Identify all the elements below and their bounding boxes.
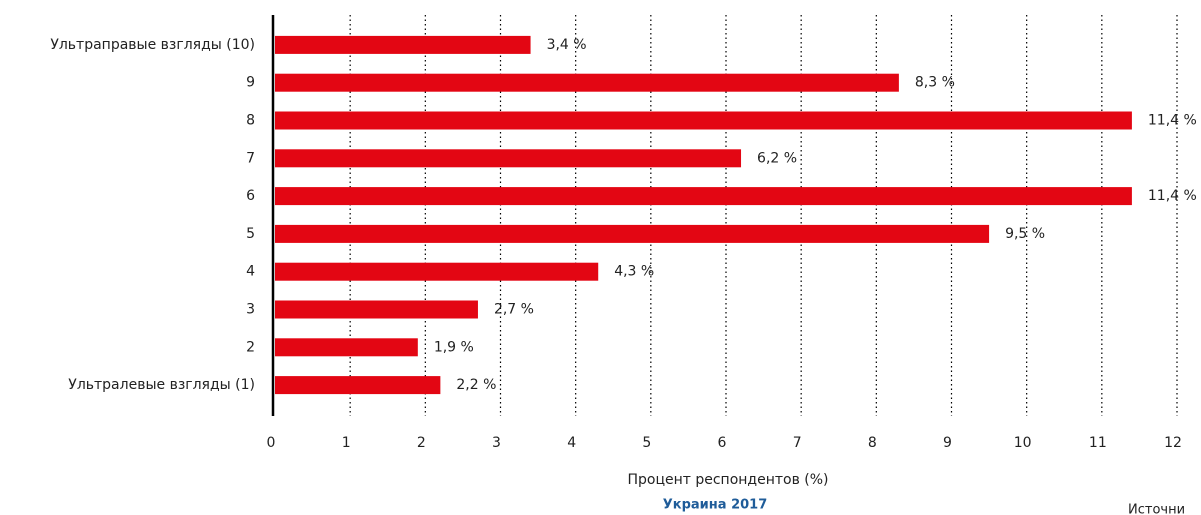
- y-tick-label: 4: [246, 264, 255, 280]
- value-label: 2,2 %: [456, 377, 496, 393]
- value-label: 9,5 %: [1005, 226, 1045, 242]
- x-tick-label: 5: [642, 435, 651, 451]
- bar: [275, 187, 1132, 206]
- x-tick-label: 9: [943, 435, 952, 451]
- y-tick-label: 3: [246, 302, 255, 318]
- bar: [275, 73, 899, 92]
- y-tick-label: 9: [246, 75, 255, 91]
- y-tick-label: 6: [246, 188, 255, 204]
- value-label: 8,3 %: [915, 75, 955, 91]
- x-tick-label: 0: [267, 435, 276, 451]
- bar: [275, 376, 441, 395]
- x-tick-label: 7: [793, 435, 802, 451]
- y-tick-label: Ультраправые взгляды (10): [50, 37, 255, 53]
- x-tick-label: 6: [718, 435, 727, 451]
- x-tick-label: 12: [1164, 435, 1182, 451]
- x-tick-label: 11: [1089, 435, 1107, 451]
- value-label: 11,4 %: [1148, 113, 1197, 129]
- value-label: 1,9 %: [434, 339, 474, 355]
- bar: [275, 300, 478, 319]
- bar: [275, 35, 531, 54]
- x-axis-label: Процент респондентов (%): [627, 472, 828, 488]
- y-tick-label: 2: [246, 339, 255, 355]
- bar: [275, 149, 742, 168]
- bar: [275, 111, 1132, 130]
- value-label: 11,4 %: [1148, 188, 1197, 204]
- y-tick-label: 7: [246, 150, 255, 166]
- x-tick-label: 8: [868, 435, 877, 451]
- value-label: 4,3 %: [614, 264, 654, 280]
- x-tick-label: 10: [1014, 435, 1032, 451]
- y-tick-label: 5: [246, 226, 255, 242]
- x-tick-label: 4: [567, 435, 576, 451]
- bar: [275, 262, 599, 281]
- value-label: 3,4 %: [547, 37, 587, 53]
- x-tick-label: 3: [492, 435, 501, 451]
- value-label: 6,2 %: [757, 150, 797, 166]
- y-tick-label: Ультралевые взгляды (1): [68, 377, 255, 393]
- bar: [275, 224, 990, 243]
- value-label: 2,7 %: [494, 302, 534, 318]
- subtitle: Украина 2017: [663, 498, 768, 513]
- source: Источни: [1128, 503, 1185, 515]
- x-tick-label: 2: [417, 435, 426, 451]
- y-tick-label: 8: [246, 113, 255, 129]
- bar: [275, 338, 418, 357]
- x-tick-label: 1: [342, 435, 351, 451]
